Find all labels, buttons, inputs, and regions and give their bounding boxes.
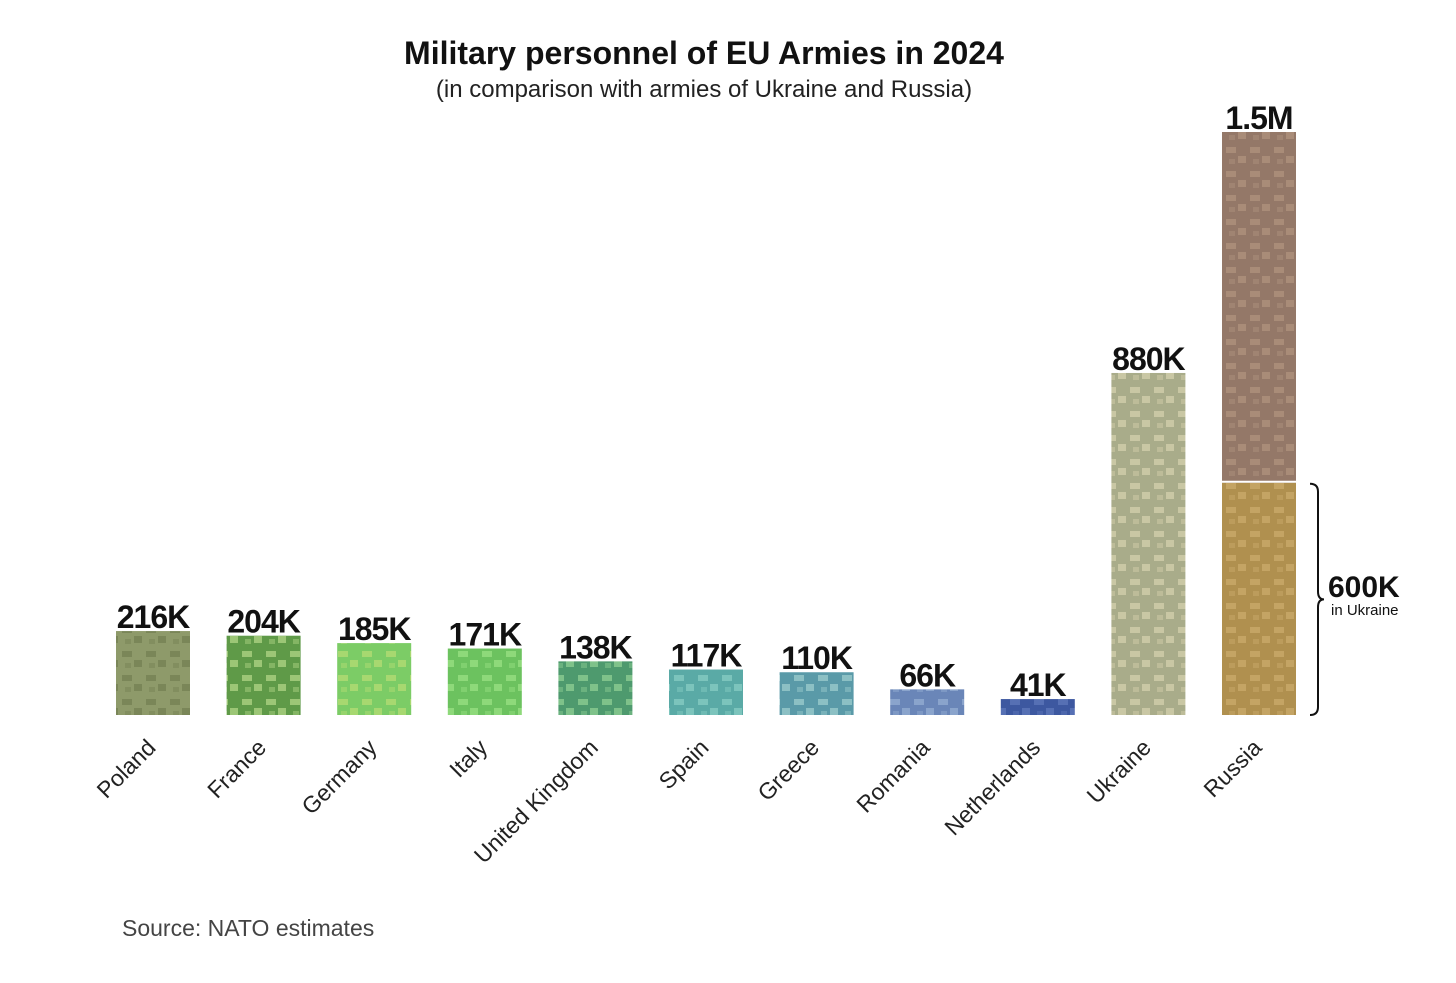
bar-greece	[779, 672, 854, 715]
chart-title: Military personnel of EU Armies in 2024	[404, 35, 1004, 71]
category-label-netherlands: Netherlands	[939, 734, 1045, 840]
russia-in-ukraine-annotation: 600K in Ukraine	[1309, 482, 1400, 716]
category-label-russia: Russia	[1198, 734, 1266, 802]
bar-germany	[337, 643, 412, 715]
value-label-united-kingdom: 138K	[559, 629, 632, 665]
bar-romania	[890, 689, 965, 715]
category-label-germany: Germany	[296, 734, 382, 820]
category-label-italy: Italy	[444, 734, 493, 783]
value-label-france: 204K	[227, 604, 300, 640]
bar-italy	[447, 648, 522, 715]
category-label-poland: Poland	[92, 734, 161, 803]
bar-netherlands	[1000, 699, 1075, 715]
chart-subtitle: (in comparison with armies of Ukraine an…	[436, 76, 972, 103]
category-label-greece: Greece	[752, 734, 824, 806]
annotation-sublabel: in Ukraine	[1331, 602, 1399, 619]
value-label-germany: 185K	[338, 611, 411, 647]
value-label-poland: 216K	[117, 599, 190, 635]
bar-russia-in-ukraine-segment	[1222, 482, 1296, 715]
bar-ukraine	[1111, 372, 1186, 715]
category-label-romania: Romania	[851, 734, 935, 818]
value-label-greece: 110K	[781, 640, 853, 676]
bar-united-kingdom	[558, 661, 633, 715]
value-label-russia: 1.5M	[1225, 100, 1292, 136]
brace-icon	[1309, 482, 1325, 716]
value-label-ukraine: 880K	[1112, 341, 1185, 377]
bar-france	[226, 635, 301, 715]
bar-poland	[116, 631, 190, 715]
category-label-france: France	[202, 734, 271, 803]
value-label-romania: 66K	[899, 657, 956, 693]
category-label-ukraine: Ukraine	[1082, 734, 1156, 808]
value-label-spain: 117K	[671, 638, 743, 674]
category-label-spain: Spain	[654, 734, 714, 794]
annotation-value: 600K	[1328, 571, 1400, 604]
value-label-italy: 171K	[449, 617, 522, 653]
bar-spain	[669, 669, 743, 715]
value-label-netherlands: 41K	[1010, 667, 1067, 703]
source-note: Source: NATO estimates	[122, 915, 374, 941]
